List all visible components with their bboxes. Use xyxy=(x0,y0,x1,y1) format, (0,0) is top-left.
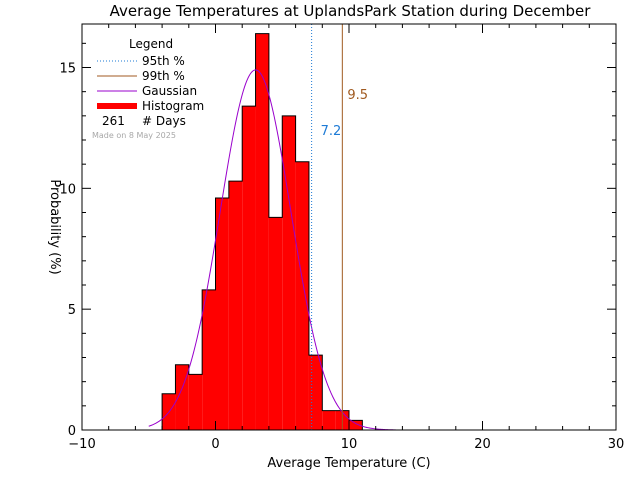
percentile-99-label: 9.5 xyxy=(347,88,368,103)
histogram-bar xyxy=(268,217,283,430)
y-axis-label: Probability (%) xyxy=(47,179,62,274)
histogram-bar xyxy=(295,161,309,430)
histogram-bar xyxy=(242,106,256,431)
x-tick-label: −10 xyxy=(68,437,95,452)
made-on-note: Made on 8 May 2025 xyxy=(92,131,176,140)
legend: Legend 95th % 99th % Gaussian Histogram … xyxy=(92,37,204,140)
legend-label-99th: 99th % xyxy=(142,69,185,83)
histogram-bar xyxy=(215,198,229,430)
gaussian-curve xyxy=(148,69,396,431)
y-tick-label: 5 xyxy=(68,303,76,318)
x-axis-label: Average Temperature (C) xyxy=(267,456,430,471)
histogram-bar xyxy=(188,374,203,430)
x-tick-label: 0 xyxy=(211,437,219,452)
legend-label-histogram: Histogram xyxy=(142,99,204,113)
histogram-bar xyxy=(322,410,336,430)
histogram-bar xyxy=(349,420,363,430)
percentile-lines: 7.2 9.5 xyxy=(311,24,368,430)
legend-days-count: 261 xyxy=(102,114,125,128)
legend-title: Legend xyxy=(129,37,173,51)
histogram-outline xyxy=(161,33,363,430)
chart-title: Average Temperatures at UplandsPark Stat… xyxy=(110,2,592,20)
histogram-bars xyxy=(162,33,363,431)
histogram-bar xyxy=(282,115,296,430)
histogram-bar xyxy=(255,33,269,431)
x-tick-label: 10 xyxy=(341,437,358,452)
gaussian-curve-line xyxy=(148,69,396,431)
histogram-step-outline xyxy=(161,33,363,430)
plot-frame xyxy=(81,23,617,431)
legend-label-95th: 95th % xyxy=(142,54,185,68)
histogram-bar xyxy=(175,364,189,430)
legend-label-gaussian: Gaussian xyxy=(142,84,197,98)
histogram-bar xyxy=(308,355,323,430)
legend-days-label: # Days xyxy=(142,114,186,128)
histogram-bar xyxy=(228,181,243,430)
histogram-bar xyxy=(202,289,216,430)
y-tick-label: 15 xyxy=(59,62,76,77)
y-tick-label: 0 xyxy=(68,424,76,439)
x-tick-label: 20 xyxy=(474,437,491,452)
y-tick-label: 10 xyxy=(59,182,76,197)
x-tick-label: 30 xyxy=(608,437,625,452)
percentile-95-label: 7.2 xyxy=(321,124,342,139)
